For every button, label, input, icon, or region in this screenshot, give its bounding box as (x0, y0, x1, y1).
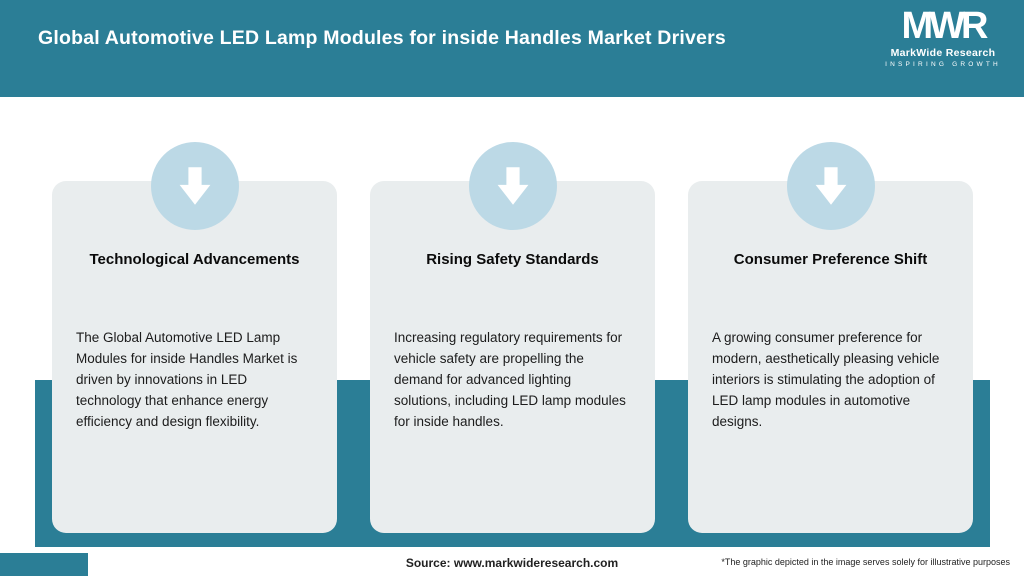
card-body-text: Increasing regulatory requirements for v… (394, 330, 626, 429)
card-title: Consumer Preference Shift (733, 251, 928, 268)
markwide-logo: MWR MarkWide Research INSPIRING GROWTH (878, 5, 1008, 69)
card-panel: Rising Safety Standards Increasing regul… (370, 181, 655, 533)
logo-tagline: INSPIRING GROWTH (885, 61, 1001, 68)
driver-cards-row: Technological Advancements The Global Au… (35, 142, 990, 547)
logo-name: MarkWide Research (890, 47, 996, 59)
card-body-text: The Global Automotive LED Lamp Modules f… (76, 330, 298, 429)
disclaimer-text: *The graphic depicted in the image serve… (721, 557, 1010, 567)
down-arrow-icon (179, 167, 210, 205)
corner-accent-block (0, 553, 88, 576)
card-panel: Consumer Preference Shift A growing cons… (688, 181, 973, 533)
driver-card-rising-safety-standards: Rising Safety Standards Increasing regul… (353, 142, 672, 547)
down-arrow-badge (150, 142, 239, 230)
card-title: Technological Advancements (89, 251, 300, 268)
down-arrow-badge (468, 142, 557, 230)
driver-card-technological-advancements: Technological Advancements The Global Au… (35, 142, 354, 547)
card-panel: Technological Advancements The Global Au… (52, 181, 337, 533)
driver-card-consumer-preference-shift: Consumer Preference Shift A growing cons… (671, 142, 990, 547)
page-title: Global Automotive LED Lamp Modules for i… (38, 27, 726, 49)
logo-acronym: MWR (901, 5, 989, 47)
down-arrow-icon (497, 167, 528, 205)
card-title: Rising Safety Standards (426, 251, 599, 268)
card-body-text: A growing consumer preference for modern… (712, 330, 940, 429)
down-arrow-icon (815, 167, 846, 205)
source-text: Source: www.markwideresearch.com (405, 556, 619, 570)
down-arrow-badge (786, 142, 875, 230)
header-band: Global Automotive LED Lamp Modules for i… (0, 0, 1024, 97)
